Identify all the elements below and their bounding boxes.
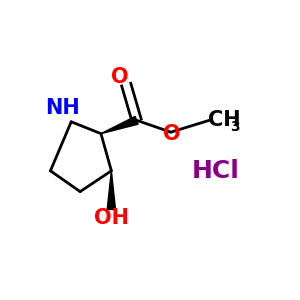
Text: 3: 3 [230,120,239,134]
Text: O: O [112,67,129,87]
Text: HCl: HCl [191,159,239,183]
Polygon shape [107,171,116,209]
Text: NH: NH [45,98,80,118]
Text: CH: CH [208,110,241,130]
Polygon shape [101,116,138,134]
Text: OH: OH [94,208,129,228]
Text: O: O [163,124,181,144]
